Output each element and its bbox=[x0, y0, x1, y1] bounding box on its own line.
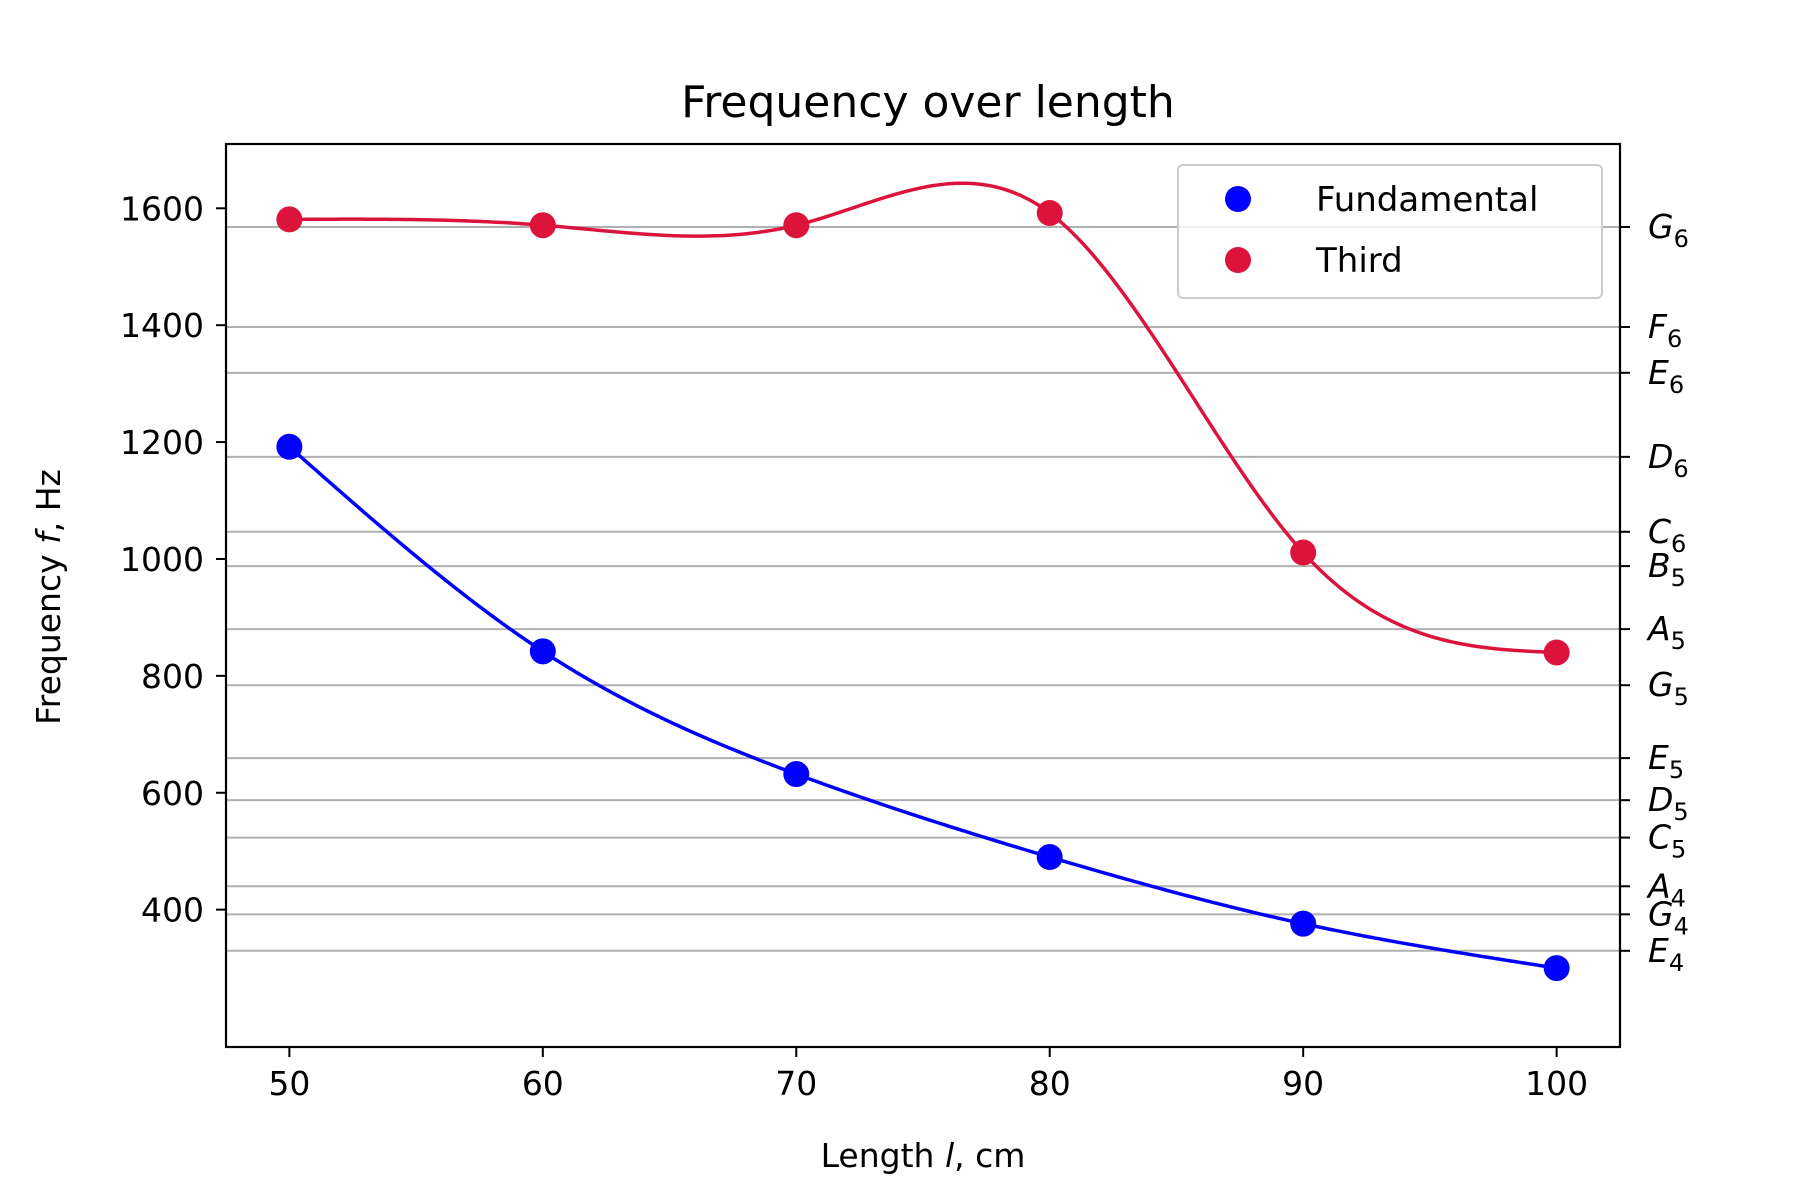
series-third-point-50 bbox=[276, 206, 303, 233]
note-e5-octave: 5 bbox=[1669, 756, 1684, 784]
series-third-point-80 bbox=[1036, 199, 1063, 226]
legend-label-third: Third bbox=[1315, 241, 1403, 281]
legend-marker-third bbox=[1225, 247, 1251, 273]
note-e6-label: E6 bbox=[1648, 353, 1684, 399]
x-tick-label-90: 90 bbox=[1282, 1064, 1324, 1103]
series-third-point-90 bbox=[1290, 539, 1317, 566]
series-third-point-60 bbox=[529, 212, 556, 239]
y-axis-ticks: 400 600 800 1000 1200 1400 1600 bbox=[120, 189, 226, 930]
x-tick-label-70: 70 bbox=[775, 1064, 817, 1103]
x-axis-label-var: l bbox=[945, 1136, 954, 1175]
note-a4-octave: 4 bbox=[1671, 884, 1686, 912]
x-tick-label-50: 50 bbox=[268, 1064, 310, 1103]
y-tick-label-1000: 1000 bbox=[120, 540, 204, 579]
series-fundamental-point-60 bbox=[529, 638, 556, 665]
note-a5-octave: 5 bbox=[1671, 627, 1686, 655]
x-tick-label-60: 60 bbox=[522, 1064, 564, 1103]
note-c6-label: C6 bbox=[1648, 512, 1686, 558]
y-tick-label-800: 800 bbox=[141, 657, 204, 696]
series-fundamental-point-50 bbox=[276, 433, 303, 460]
note-e4-octave: 4 bbox=[1669, 949, 1684, 977]
y-axis-label: Frequency f, Hz bbox=[29, 469, 68, 725]
note-g5-octave: 5 bbox=[1674, 683, 1689, 711]
y-tick-label-1200: 1200 bbox=[120, 423, 204, 462]
note-c5-octave: 5 bbox=[1671, 836, 1686, 864]
x-axis-label: Length l, cm bbox=[821, 1136, 1026, 1175]
legend-label-fundamental: Fundamental bbox=[1316, 180, 1538, 220]
series-third-point-70 bbox=[783, 212, 810, 239]
series-fundamental-line bbox=[288, 445, 1557, 970]
note-grid bbox=[226, 225, 1620, 952]
series-third-point-100 bbox=[1543, 639, 1570, 666]
axes-frame bbox=[224, 142, 1622, 1049]
note-f6-octave: 6 bbox=[1667, 325, 1682, 353]
x-axis-label-prefix: Length bbox=[821, 1136, 945, 1175]
note-d6-octave: 6 bbox=[1673, 455, 1688, 483]
legend-box bbox=[1177, 164, 1603, 299]
x-tick-label-80: 80 bbox=[1029, 1064, 1071, 1103]
y-tick-label-1600: 1600 bbox=[120, 189, 204, 228]
x-tick-label-100: 100 bbox=[1525, 1064, 1588, 1103]
series-fundamental-point-80 bbox=[1036, 844, 1063, 871]
plot-area bbox=[276, 181, 1570, 982]
chart-title: Frequency over length bbox=[681, 77, 1175, 128]
y-tick-label-600: 600 bbox=[141, 774, 204, 813]
series-fundamental-point-70 bbox=[783, 761, 810, 788]
note-b5-octave: 5 bbox=[1671, 564, 1686, 592]
y-axis-label-suffix: , Hz bbox=[29, 469, 68, 532]
note-g6-octave: 6 bbox=[1674, 225, 1689, 253]
x-axis-label-suffix: , cm bbox=[954, 1136, 1025, 1175]
y-axis-label-prefix: Frequency bbox=[29, 544, 68, 725]
y-tick-label-400: 400 bbox=[141, 891, 204, 930]
series-fundamental-point-90 bbox=[1290, 910, 1317, 937]
legend-marker-fundamental bbox=[1225, 186, 1251, 212]
legend: Fundamental Third bbox=[1177, 164, 1603, 299]
note-a5-label: A5 bbox=[1646, 609, 1686, 655]
series-fundamental-point-100 bbox=[1543, 955, 1570, 982]
note-d5-octave: 5 bbox=[1673, 798, 1688, 826]
note-g4-octave: 4 bbox=[1674, 912, 1689, 940]
x-axis-ticks: 50 60 70 80 90 100 bbox=[268, 1047, 1588, 1103]
note-f6-label: F6 bbox=[1648, 307, 1682, 353]
y-tick-label-1400: 1400 bbox=[120, 306, 204, 345]
note-c6-octave: 6 bbox=[1671, 530, 1686, 558]
note-e6-octave: 6 bbox=[1669, 371, 1684, 399]
series-third-line bbox=[289, 181, 1557, 655]
